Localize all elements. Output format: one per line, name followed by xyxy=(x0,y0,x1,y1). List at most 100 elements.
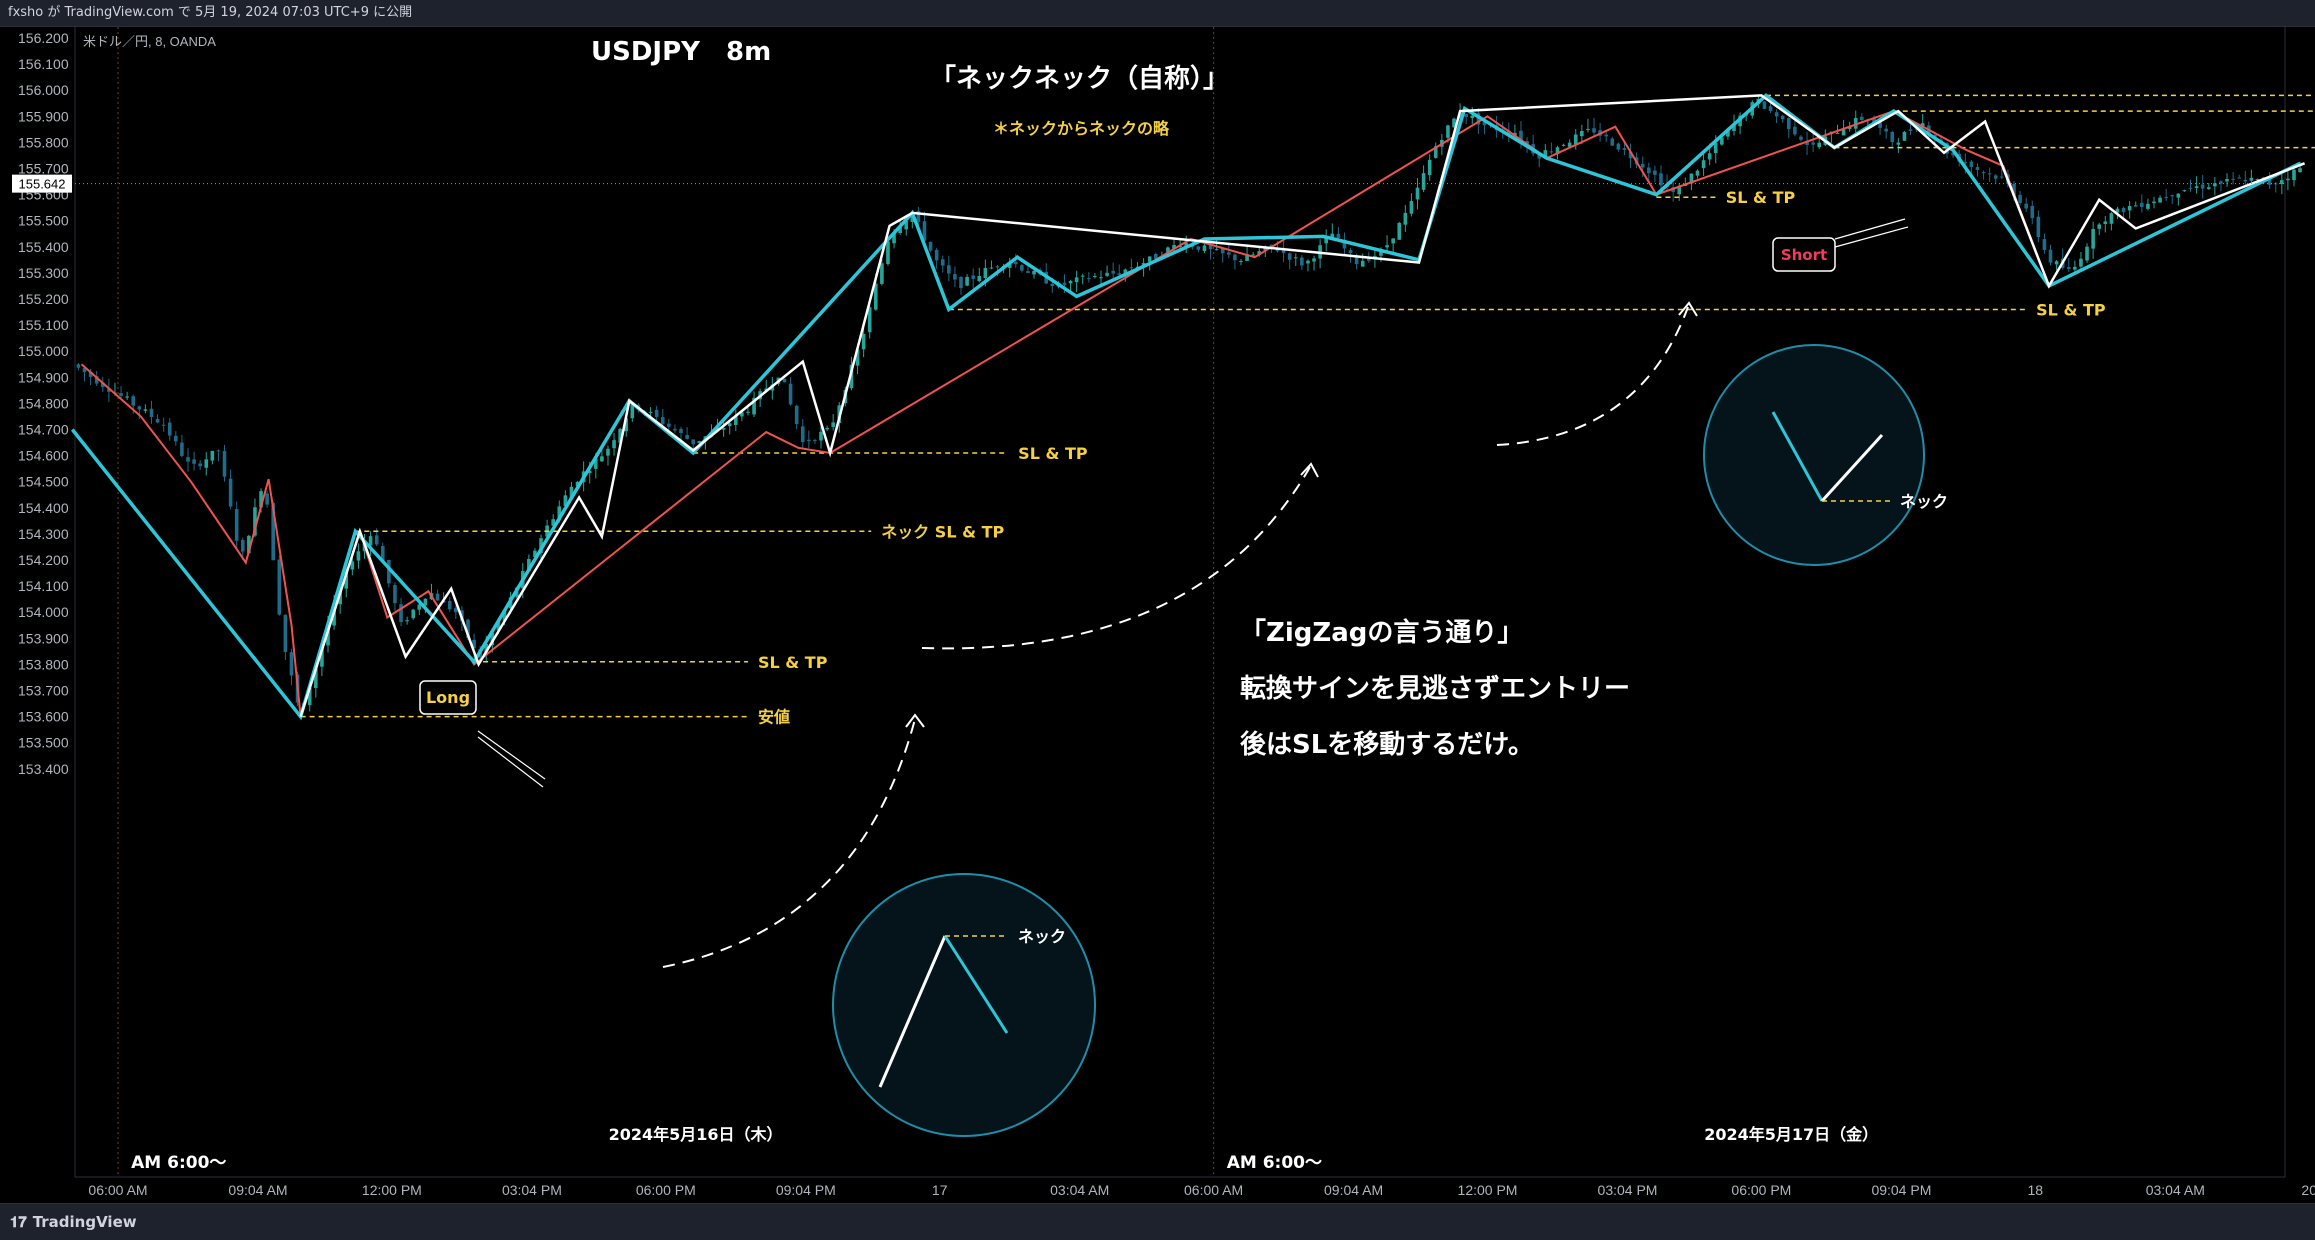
candle xyxy=(411,609,416,619)
candle xyxy=(2298,168,2302,173)
zigzag-red-line xyxy=(80,110,2050,717)
date-label: 2024年5月17日（金） xyxy=(1704,1125,1878,1144)
candle xyxy=(1257,251,1262,255)
candle xyxy=(1147,256,1152,262)
candle xyxy=(435,593,440,601)
candle xyxy=(886,241,890,264)
candle xyxy=(1653,170,1657,175)
candle xyxy=(569,486,574,498)
candle xyxy=(1293,257,1298,259)
candle xyxy=(1360,260,1365,267)
candle xyxy=(125,396,129,398)
candle xyxy=(100,382,105,387)
publish-bar: fxsho が TradingView.com で 5月 19, 2024 07… xyxy=(0,0,2315,27)
candle xyxy=(247,535,251,554)
y-tick-label: 156.100 xyxy=(18,56,69,72)
candle xyxy=(1695,170,1700,176)
candle xyxy=(234,509,239,541)
candle xyxy=(149,408,154,418)
candle xyxy=(1713,142,1718,154)
candle xyxy=(1251,254,1255,256)
candle xyxy=(119,393,123,396)
chart-bg xyxy=(0,27,2315,1203)
long-label-box xyxy=(419,680,477,715)
x-tick-label: 12:00 PM xyxy=(362,1182,422,1198)
candle xyxy=(1793,126,1797,135)
candle xyxy=(472,639,476,649)
candle xyxy=(2079,258,2083,267)
candle xyxy=(691,439,695,445)
candle xyxy=(307,687,312,706)
candle xyxy=(1421,173,1426,190)
long-pointer-2 xyxy=(477,736,544,788)
candle xyxy=(2073,266,2077,270)
chart[interactable]: 156.200 156.100 156.000 155.900 155.800 155.7… xyxy=(0,27,2315,1203)
candle xyxy=(228,478,233,507)
candle xyxy=(2127,206,2132,211)
candle xyxy=(417,604,422,610)
arrow-head-3 xyxy=(1678,301,1698,317)
candle xyxy=(1646,167,1651,174)
candle xyxy=(1951,152,1955,156)
x-tick-label: 03:04 AM xyxy=(1050,1182,1109,1198)
candle xyxy=(1555,147,1560,154)
candle xyxy=(447,600,452,610)
candle xyxy=(2097,224,2102,229)
x-tick-label: 06:00 AM xyxy=(1184,1182,1243,1198)
candle xyxy=(107,388,111,392)
candle xyxy=(1275,248,1280,252)
candle xyxy=(989,267,994,269)
y-tick-label: 155.100 xyxy=(18,317,69,333)
candle xyxy=(940,259,945,266)
tradingview-logo[interactable]: 𝟏𝟕 TradingView xyxy=(10,1213,137,1231)
candle xyxy=(1050,283,1055,287)
candle xyxy=(1068,280,1073,284)
candle xyxy=(76,364,81,368)
candle xyxy=(490,632,495,646)
candle xyxy=(1080,275,1085,277)
x-tick-label: 03:04 PM xyxy=(1598,1182,1658,1198)
y-tick-label: 155.200 xyxy=(18,291,69,307)
y-tick-label: 153.400 xyxy=(18,761,69,777)
candle xyxy=(216,450,221,452)
candle xyxy=(198,463,202,467)
candle xyxy=(861,333,866,350)
candle xyxy=(1074,277,1079,283)
candle xyxy=(1220,248,1225,254)
candle xyxy=(1385,245,1389,248)
candle xyxy=(265,493,269,505)
candle xyxy=(800,426,805,443)
candle xyxy=(630,402,635,419)
y-tick-label: 154.700 xyxy=(18,422,69,438)
candle xyxy=(1342,240,1347,249)
candle xyxy=(2091,228,2095,249)
candle xyxy=(253,507,257,536)
x-tick-label: 09:04 PM xyxy=(776,1182,836,1198)
level-label: SL & TP xyxy=(1018,444,1088,463)
candle xyxy=(2200,184,2205,189)
candle xyxy=(180,442,184,456)
candle xyxy=(2048,249,2053,263)
y-tick-label: 156.200 xyxy=(18,30,69,46)
candle xyxy=(2146,203,2150,209)
candle xyxy=(1811,142,1815,145)
y-tick-label: 155.900 xyxy=(18,108,69,124)
candle xyxy=(204,459,209,468)
candle xyxy=(167,422,172,436)
candle xyxy=(1853,117,1858,129)
candle xyxy=(1799,136,1803,140)
candle xyxy=(527,559,531,572)
candle xyxy=(1446,125,1450,138)
candle xyxy=(283,614,288,653)
candle xyxy=(551,519,555,526)
candle xyxy=(1227,252,1231,255)
candle xyxy=(1580,131,1584,137)
level-label: SL & TP xyxy=(758,653,828,672)
y-tick-label: 154.000 xyxy=(18,604,69,620)
candle xyxy=(1433,146,1438,158)
candle xyxy=(1300,257,1304,266)
candle xyxy=(368,536,373,546)
candle xyxy=(1415,187,1420,200)
candle xyxy=(277,559,282,615)
candle xyxy=(1677,187,1682,195)
